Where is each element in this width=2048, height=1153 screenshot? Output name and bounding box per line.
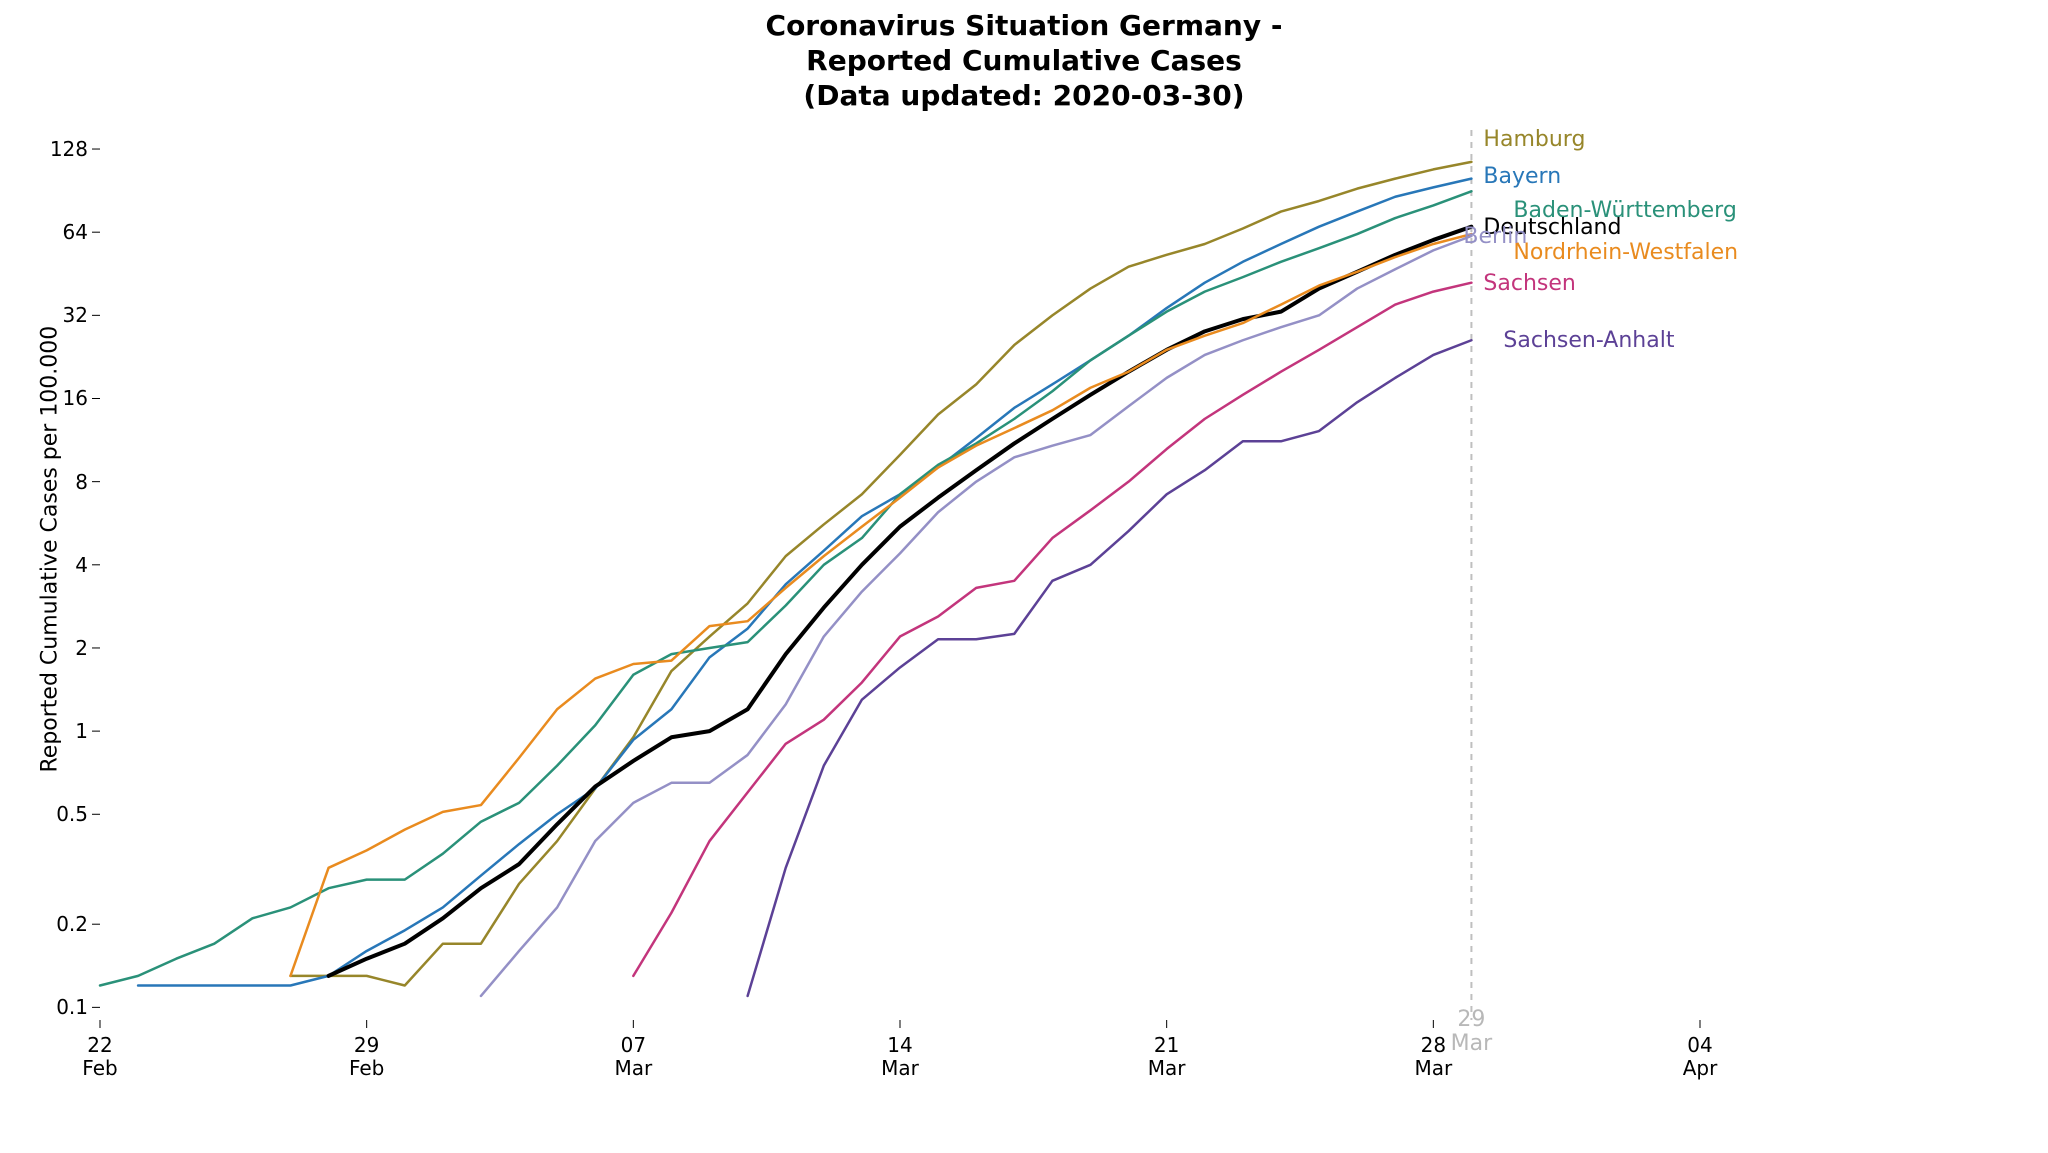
x-tick-label: 07Mar xyxy=(603,1034,663,1080)
series-label: Sachsen xyxy=(1483,271,1575,296)
x-tick-label: 29Feb xyxy=(337,1034,397,1080)
series-label: Nordrhein-Westfalen xyxy=(1513,240,1738,265)
y-tick-label: 8 xyxy=(28,470,88,494)
series-label: Bayern xyxy=(1483,164,1561,189)
y-tick-label: 128 xyxy=(28,137,88,161)
series-line-sachsen-anhalt xyxy=(748,340,1472,996)
chart-root: Coronavirus Situation Germany - Reported… xyxy=(0,0,2048,1153)
y-tick-label: 0.2 xyxy=(28,912,88,936)
y-tick-label: 0.5 xyxy=(28,802,88,826)
y-tick-label: 4 xyxy=(28,553,88,577)
series-line-sachsen xyxy=(633,283,1471,976)
series-line-deutschland xyxy=(329,227,1472,976)
y-tick-label: 16 xyxy=(28,386,88,410)
x-tick-label: 04Apr xyxy=(1670,1034,1730,1080)
cursor-date-label: 29Mar xyxy=(1446,1008,1496,1056)
y-tick-label: 32 xyxy=(28,303,88,327)
series-line-berlin xyxy=(481,236,1471,996)
series-line-nordrhein-westfalen xyxy=(290,234,1471,976)
x-tick-label: 21Mar xyxy=(1137,1034,1197,1080)
series-label: Hamburg xyxy=(1483,127,1585,152)
x-tick-label: 22Feb xyxy=(70,1034,130,1080)
series-label: Berlin xyxy=(1463,224,1527,249)
y-tick-label: 2 xyxy=(28,636,88,660)
series-label: Sachsen-Anhalt xyxy=(1503,328,1674,353)
y-tick-label: 64 xyxy=(28,220,88,244)
y-tick-label: 0.1 xyxy=(28,995,88,1019)
y-tick-label: 1 xyxy=(28,719,88,743)
x-tick-label: 14Mar xyxy=(870,1034,930,1080)
plot-svg xyxy=(0,0,2048,1153)
